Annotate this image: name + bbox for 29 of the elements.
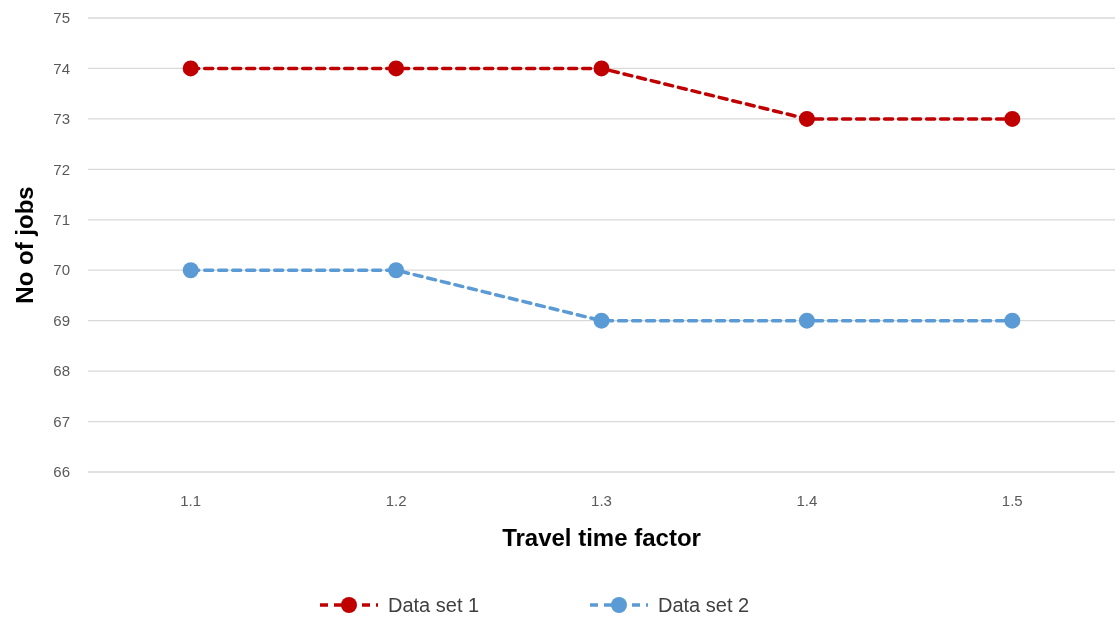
y-tick-label: 73 (53, 110, 70, 128)
point (1004, 312, 1021, 329)
point (182, 262, 199, 279)
legend-label: Data set 2 (658, 594, 750, 616)
point (593, 312, 610, 329)
y-tick-label: 74 (53, 59, 70, 77)
point (182, 60, 199, 77)
x-tick-label: 1.5 (1001, 492, 1023, 509)
x-tick-label: 1.2 (385, 492, 407, 509)
x-tick-label: 1.1 (180, 492, 202, 509)
y-tick-label: 71 (53, 211, 70, 229)
y-tick-label: 70 (53, 261, 70, 279)
y-tick-label: 75 (53, 9, 70, 27)
x-tick-label: 1.4 (796, 492, 818, 509)
legend-label: Data set 1 (388, 594, 480, 616)
point (593, 60, 610, 77)
x-tick-label: 1.3 (591, 492, 612, 509)
y-tick-label: 66 (53, 463, 70, 481)
point (388, 262, 405, 279)
y-tick-label: 72 (53, 160, 70, 178)
y-axis-title: No of jobs (11, 186, 38, 304)
point (798, 312, 815, 329)
y-tick-label: 68 (53, 362, 70, 380)
point (798, 110, 815, 127)
point (388, 60, 405, 77)
y-tick-label: 67 (53, 412, 70, 430)
y-tick-label: 69 (53, 311, 70, 329)
x-axis-title: Travel time factor (502, 524, 701, 551)
point (1004, 110, 1021, 127)
